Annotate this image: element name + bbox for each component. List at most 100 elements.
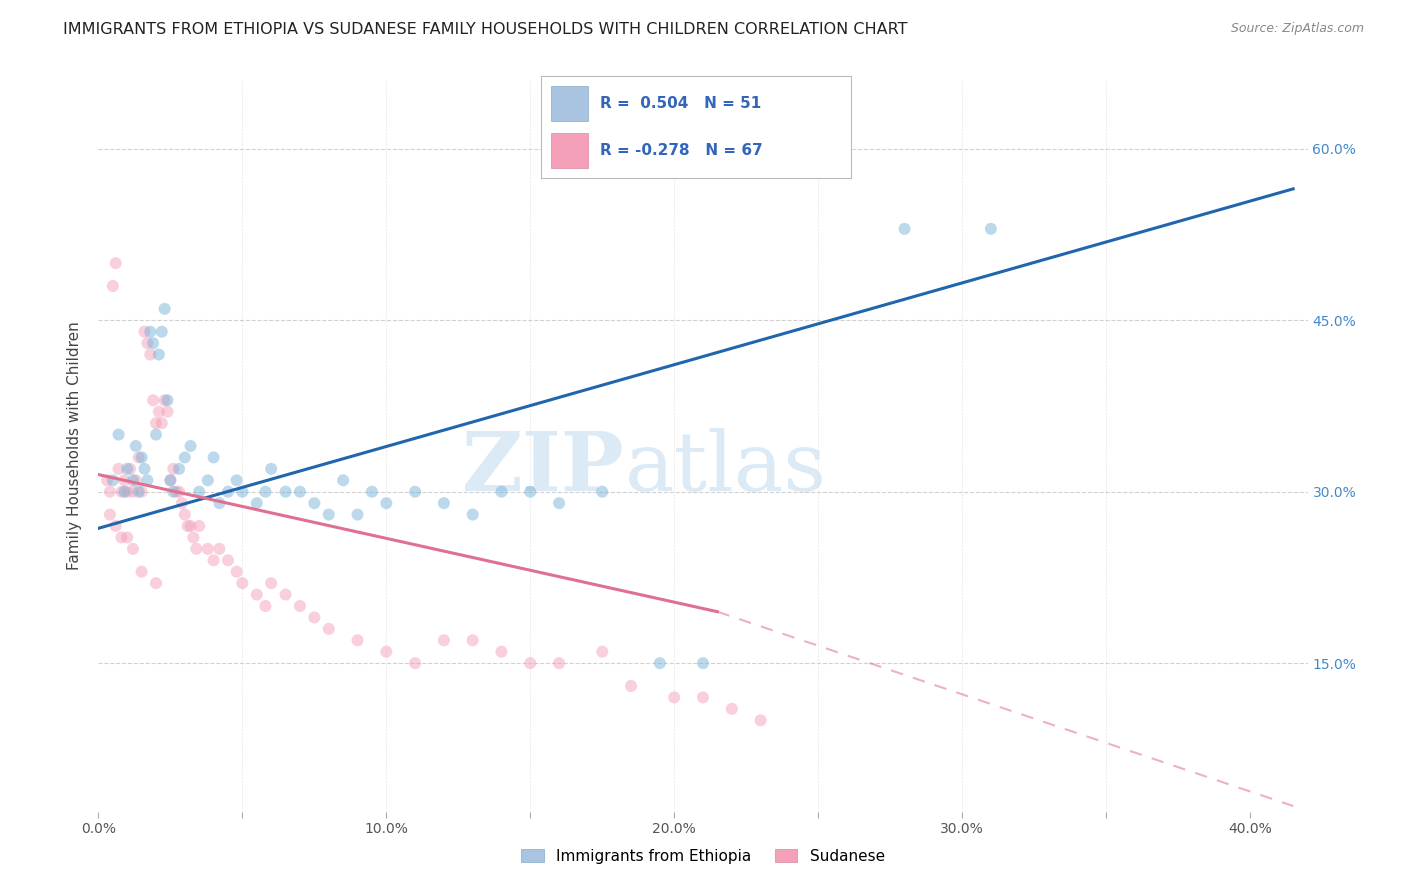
Point [125, 473, 148, 487]
Text: Source: ZipAtlas.com: Source: ZipAtlas.com [1230, 22, 1364, 36]
Point [225, 565, 247, 579]
Text: atlas: atlas [624, 428, 827, 508]
Text: IMMIGRANTS FROM ETHIOPIA VS SUDANESE FAMILY HOUSEHOLDS WITH CHILDREN CORRELATION: IMMIGRANTS FROM ETHIOPIA VS SUDANESE FAM… [63, 22, 908, 37]
Point [274, 484, 297, 499]
Point [346, 508, 368, 522]
Point [186, 541, 208, 556]
Point [110, 484, 132, 499]
Point [173, 450, 195, 465]
Point [620, 679, 643, 693]
Point [225, 473, 247, 487]
Point [664, 690, 686, 705]
Point [231, 484, 253, 499]
Point [260, 462, 283, 476]
Point [150, 416, 173, 430]
Point [162, 462, 184, 476]
Point [332, 473, 354, 487]
Point [361, 484, 384, 499]
Point [115, 530, 138, 544]
Bar [551, 133, 588, 168]
Point [96, 473, 118, 487]
Point [548, 656, 571, 670]
Bar [551, 87, 588, 121]
Text: R =  0.504   N = 51: R = 0.504 N = 51 [600, 96, 761, 111]
Point [202, 553, 225, 567]
Point [148, 348, 170, 362]
Point [104, 256, 127, 270]
Point [274, 588, 297, 602]
Point [142, 393, 165, 408]
Point [197, 473, 219, 487]
Point [208, 496, 231, 510]
Point [318, 622, 340, 636]
Point [115, 462, 138, 476]
Point [112, 484, 135, 499]
Point [591, 645, 613, 659]
Point [128, 484, 150, 499]
Point [167, 484, 190, 499]
Point [692, 690, 714, 705]
Point [254, 484, 277, 499]
Point [165, 484, 187, 499]
Point [288, 484, 311, 499]
Point [136, 336, 159, 351]
Point [156, 393, 179, 408]
Point [120, 462, 142, 476]
Point [318, 508, 340, 522]
Point [139, 325, 162, 339]
Point [461, 633, 484, 648]
Point [107, 462, 129, 476]
Point [122, 541, 145, 556]
Point [142, 336, 165, 351]
Point [304, 496, 326, 510]
Point [136, 473, 159, 487]
Point [217, 484, 239, 499]
Point [260, 576, 283, 591]
Point [519, 484, 541, 499]
Point [692, 656, 714, 670]
Point [145, 416, 167, 430]
Point [104, 519, 127, 533]
Point [491, 484, 513, 499]
Point [134, 325, 156, 339]
Point [188, 519, 211, 533]
Point [180, 519, 202, 533]
Point [156, 405, 179, 419]
Text: R = -0.278   N = 67: R = -0.278 N = 67 [600, 144, 763, 158]
Point [98, 508, 121, 522]
Point [197, 541, 219, 556]
Point [173, 508, 195, 522]
Point [648, 656, 671, 670]
Point [134, 462, 156, 476]
Point [304, 610, 326, 624]
Point [110, 530, 132, 544]
Point [101, 473, 124, 487]
Point [122, 484, 145, 499]
Point [139, 348, 162, 362]
Point [183, 530, 205, 544]
Point [404, 484, 426, 499]
Point [131, 565, 153, 579]
Point [131, 450, 153, 465]
Text: ZIP: ZIP [461, 428, 624, 508]
Point [231, 576, 253, 591]
Y-axis label: Family Households with Children: Family Households with Children [67, 322, 83, 570]
Point [375, 496, 398, 510]
Point [433, 496, 456, 510]
Point [125, 439, 148, 453]
Point [153, 393, 176, 408]
Point [122, 473, 145, 487]
Point [180, 439, 202, 453]
Point [217, 553, 239, 567]
Point [519, 656, 541, 670]
Point [202, 450, 225, 465]
Point [170, 496, 193, 510]
Point [720, 702, 742, 716]
Point [101, 279, 124, 293]
Point [893, 222, 915, 236]
Point [145, 427, 167, 442]
Point [162, 484, 184, 499]
Point [148, 405, 170, 419]
Point [433, 633, 456, 648]
Point [150, 325, 173, 339]
